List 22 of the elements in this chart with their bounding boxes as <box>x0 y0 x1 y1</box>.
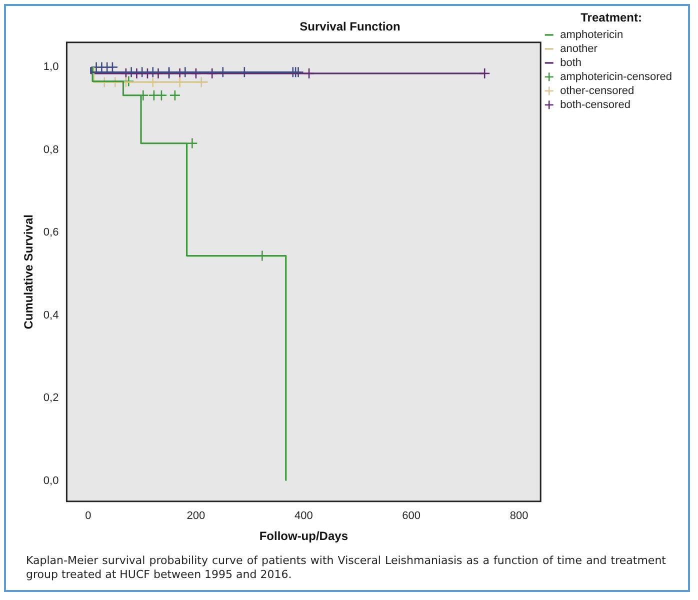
y-tick-label: 0,4 <box>43 309 59 322</box>
y-tick-label: 1,0 <box>43 61 59 74</box>
x-tick-label: 200 <box>186 510 206 522</box>
y-tick-label: 0,0 <box>43 474 59 487</box>
text: Kaplan-Meier survival probability curve of patients with Visceral Leishmaniasis as a function of time and treatment group treated at HUCF between 1995 and 2016. <box>26 554 666 582</box>
legend-label: both <box>560 56 582 69</box>
legend-label: another <box>560 42 598 55</box>
y-tick-label: 0,6 <box>43 226 59 239</box>
legend-title: Treatment: <box>580 10 642 24</box>
legend-label: amphotericin <box>560 28 624 41</box>
x-axis-title: Follow-up/Days <box>259 529 348 544</box>
x-tick-label: 0 <box>85 510 92 522</box>
x-tick-label: 400 <box>294 510 313 522</box>
chart-title: Survival Function <box>300 20 400 34</box>
legend-label: both-censored <box>560 98 630 111</box>
y-tick-label: 0,8 <box>43 144 59 156</box>
x-tick-label: 800 <box>510 510 528 522</box>
legend-label: other-censored <box>560 84 634 97</box>
legend-label: amphotericin-censored <box>560 70 672 83</box>
x-tick-label: 600 <box>402 510 421 522</box>
y-axis-title: Cumulative Survival <box>22 214 36 330</box>
y-tick-label: 0,2 <box>43 392 59 404</box>
